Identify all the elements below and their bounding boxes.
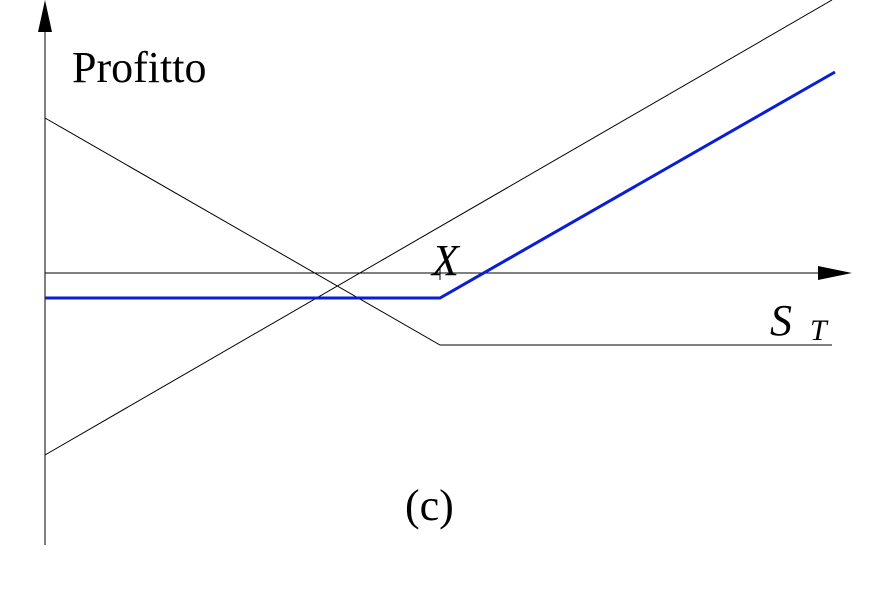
long-asset-line bbox=[44, 0, 833, 456]
strike-label: X bbox=[430, 236, 461, 285]
call-payoff-line bbox=[45, 70, 836, 300]
x-axis-label: S bbox=[770, 296, 792, 345]
y-axis-label: Profitto bbox=[72, 43, 206, 92]
caption: (c) bbox=[405, 481, 454, 530]
short-put-line bbox=[44, 117, 832, 346]
x-axis-arrow bbox=[818, 266, 852, 280]
y-axis-arrow bbox=[38, 0, 52, 32]
x-axis-subscript: T bbox=[810, 314, 829, 347]
